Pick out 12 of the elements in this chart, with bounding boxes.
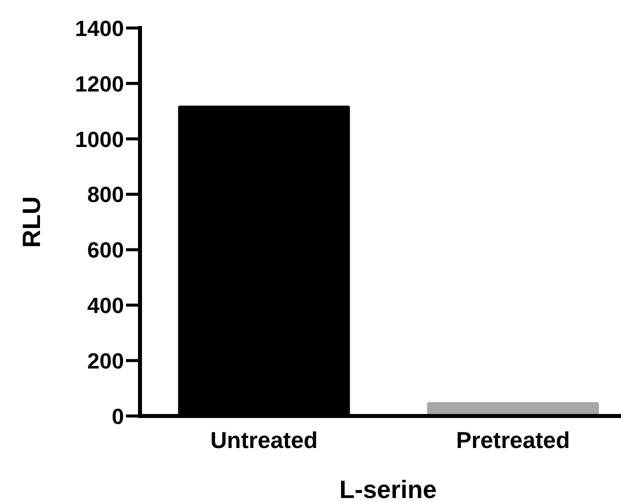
y-tick-label: 0 xyxy=(112,404,124,429)
x-axis-title: L-serine xyxy=(339,476,437,502)
y-tick-label: 600 xyxy=(87,238,124,263)
y-tick-label: 1400 xyxy=(75,16,124,41)
y-tick-label: 1200 xyxy=(75,71,124,96)
y-tick-label: 800 xyxy=(87,182,124,208)
y-axis-title: RLU xyxy=(18,196,46,248)
y-tick-label: 200 xyxy=(87,348,124,374)
x-tick-label: Pretreated xyxy=(456,427,570,453)
y-tick-label: 1000 xyxy=(75,126,124,152)
x-tick-label: Untreated xyxy=(210,427,318,453)
y-tick-label: 400 xyxy=(87,293,124,318)
